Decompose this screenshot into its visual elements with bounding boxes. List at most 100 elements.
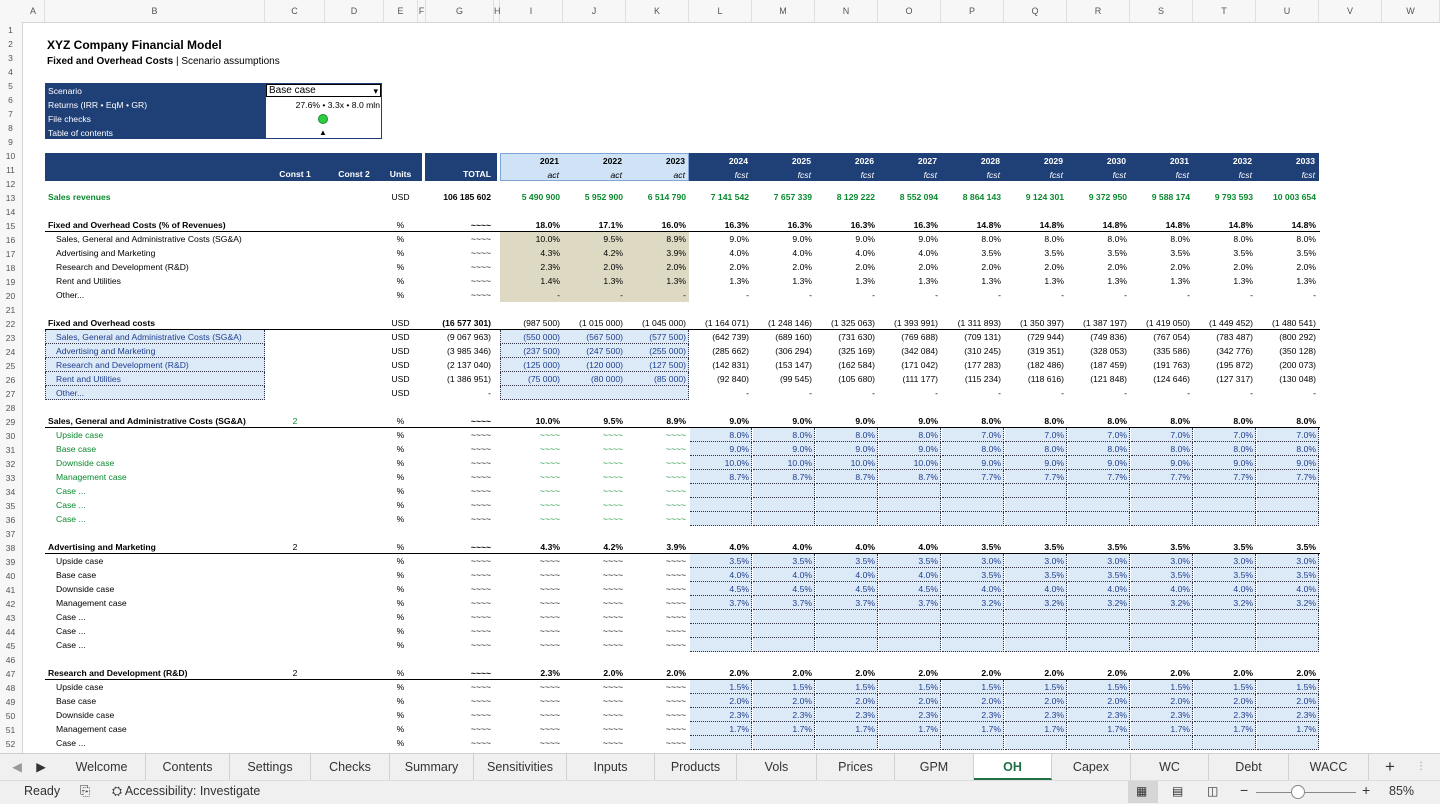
value-cell[interactable]: ~~~~ [602,710,623,720]
value-cell[interactable]: ~~~~ [602,514,623,524]
value-cell[interactable]: ~~~~ [602,584,623,594]
value-cell[interactable]: (255 000) [649,346,686,356]
value-cell[interactable]: ~~~~ [665,710,686,720]
value-cell[interactable]: 3.7% [855,598,875,608]
value-cell[interactable] [1067,610,1127,624]
value-cell[interactable]: - [557,290,560,300]
value-cell[interactable]: (310 245) [964,346,1001,356]
value-cell[interactable]: 3.5% [1107,570,1127,580]
tab-scroll-left-icon[interactable]: ◀ [12,760,22,774]
value-cell[interactable]: 1.5% [855,682,875,692]
zoom-in-icon[interactable]: + [1362,782,1371,798]
value-cell[interactable]: 2.3% [1233,710,1253,720]
value-cell[interactable]: ~~~~ [602,556,623,566]
value-cell[interactable]: - [872,290,875,300]
normal-view-button[interactable] [1128,781,1158,803]
value-cell[interactable]: 8.0% [1107,444,1127,454]
row-header-41[interactable]: 41 [5,585,16,595]
value-cell[interactable]: 1.3% [1170,276,1190,286]
row-header-25[interactable]: 25 [5,361,16,371]
value-cell[interactable]: 14.8% [1039,220,1064,230]
value-cell[interactable] [689,498,749,512]
value-cell[interactable]: (153 147) [775,360,812,370]
value-cell[interactable]: (800 292) [1279,332,1316,342]
value-cell[interactable]: 2.3% [1107,710,1127,720]
value-cell[interactable] [1193,638,1253,652]
value-cell[interactable]: ~~~~ [665,458,686,468]
value-cell[interactable]: (987 500) [523,318,560,328]
value-cell[interactable]: 10 003 654 [1272,192,1316,202]
value-cell[interactable]: 3.5% [981,570,1001,580]
row-header-34[interactable]: 34 [5,487,16,497]
value-cell[interactable]: 9.0% [918,416,938,426]
value-cell[interactable]: ~~~~ [602,626,623,636]
value-cell[interactable]: (729 944) [1027,332,1064,342]
toc-arrow-icon[interactable]: ▲ [319,128,327,137]
value-cell[interactable]: (127 317) [1216,374,1253,384]
value-cell[interactable] [752,736,812,750]
column-header-i[interactable]: I [500,0,563,22]
value-cell[interactable]: 8.0% [1233,444,1253,454]
value-cell[interactable]: ~~~~ [539,598,560,608]
value-cell[interactable] [1256,624,1316,638]
value-cell[interactable]: 1.5% [1044,682,1064,692]
value-cell[interactable]: (319 351) [1027,346,1064,356]
value-cell[interactable]: 3.2% [1107,598,1127,608]
value-cell[interactable]: 2.3% [981,710,1001,720]
value-cell[interactable]: 7.0% [1233,430,1253,440]
value-cell[interactable]: 16.3% [724,220,749,230]
value-cell[interactable] [815,736,875,750]
row-header-9[interactable]: 9 [8,137,13,147]
value-cell[interactable]: 16.3% [850,220,875,230]
zoom-out-icon[interactable]: − [1240,782,1249,798]
value-cell[interactable] [1193,610,1253,624]
value-cell[interactable]: - [620,290,623,300]
value-cell[interactable]: 2.0% [1170,668,1190,678]
value-cell[interactable]: ~~~~ [602,458,623,468]
value-cell[interactable]: (335 586) [1153,346,1190,356]
value-cell[interactable]: 3.5% [1170,542,1190,552]
value-cell[interactable]: 3.0% [1107,556,1127,566]
value-cell[interactable]: 2.0% [792,262,812,272]
value-cell[interactable]: 2.0% [1170,262,1190,272]
add-sheet-button[interactable]: + [1385,757,1395,776]
value-cell[interactable]: 8.0% [1170,444,1190,454]
value-cell[interactable]: 1.3% [1296,276,1316,286]
value-cell[interactable]: 2.0% [1296,696,1316,706]
value-cell[interactable] [1004,610,1064,624]
value-cell[interactable] [815,484,875,498]
tab-summary[interactable]: Summary [390,754,474,780]
value-cell[interactable]: 3.7% [918,598,938,608]
value-cell[interactable]: (187 459) [1090,360,1127,370]
column-header-n[interactable]: N [815,0,878,22]
value-cell[interactable]: 4.0% [1107,584,1127,594]
value-cell[interactable]: 4.2% [603,248,623,258]
value-cell[interactable]: ~~~~ [602,682,623,692]
value-cell[interactable]: 3.5% [1296,542,1316,552]
value-cell[interactable]: 1.3% [918,276,938,286]
value-cell[interactable]: 7.7% [1107,472,1127,482]
value-cell[interactable]: 3.5% [792,556,812,566]
value-cell[interactable]: ~~~~ [539,486,560,496]
value-cell[interactable]: 3.7% [792,598,812,608]
row-header-8[interactable]: 8 [8,123,13,133]
value-cell[interactable]: ~~~~ [665,626,686,636]
value-cell[interactable]: ~~~~ [665,500,686,510]
value-cell[interactable]: 2.0% [792,696,812,706]
value-cell[interactable]: 1.7% [1233,724,1253,734]
column-header-w[interactable]: W [1382,0,1440,22]
value-cell[interactable]: 8.7% [918,472,938,482]
row-header-22[interactable]: 22 [5,319,16,329]
row-header-23[interactable]: 23 [5,333,16,343]
value-cell[interactable]: 9.0% [855,416,875,426]
value-cell[interactable]: 2.0% [729,668,749,678]
value-cell[interactable]: 16.0% [661,220,686,230]
value-cell[interactable] [1004,624,1064,638]
value-cell[interactable]: - [872,388,875,398]
macro-record-icon[interactable]: ⎘ [80,783,91,798]
value-cell[interactable] [1004,736,1064,750]
value-cell[interactable]: 9.5% [603,416,623,426]
row-header-46[interactable]: 46 [5,655,16,665]
row-header-40[interactable]: 40 [5,571,16,581]
value-cell[interactable]: 8.0% [981,444,1001,454]
